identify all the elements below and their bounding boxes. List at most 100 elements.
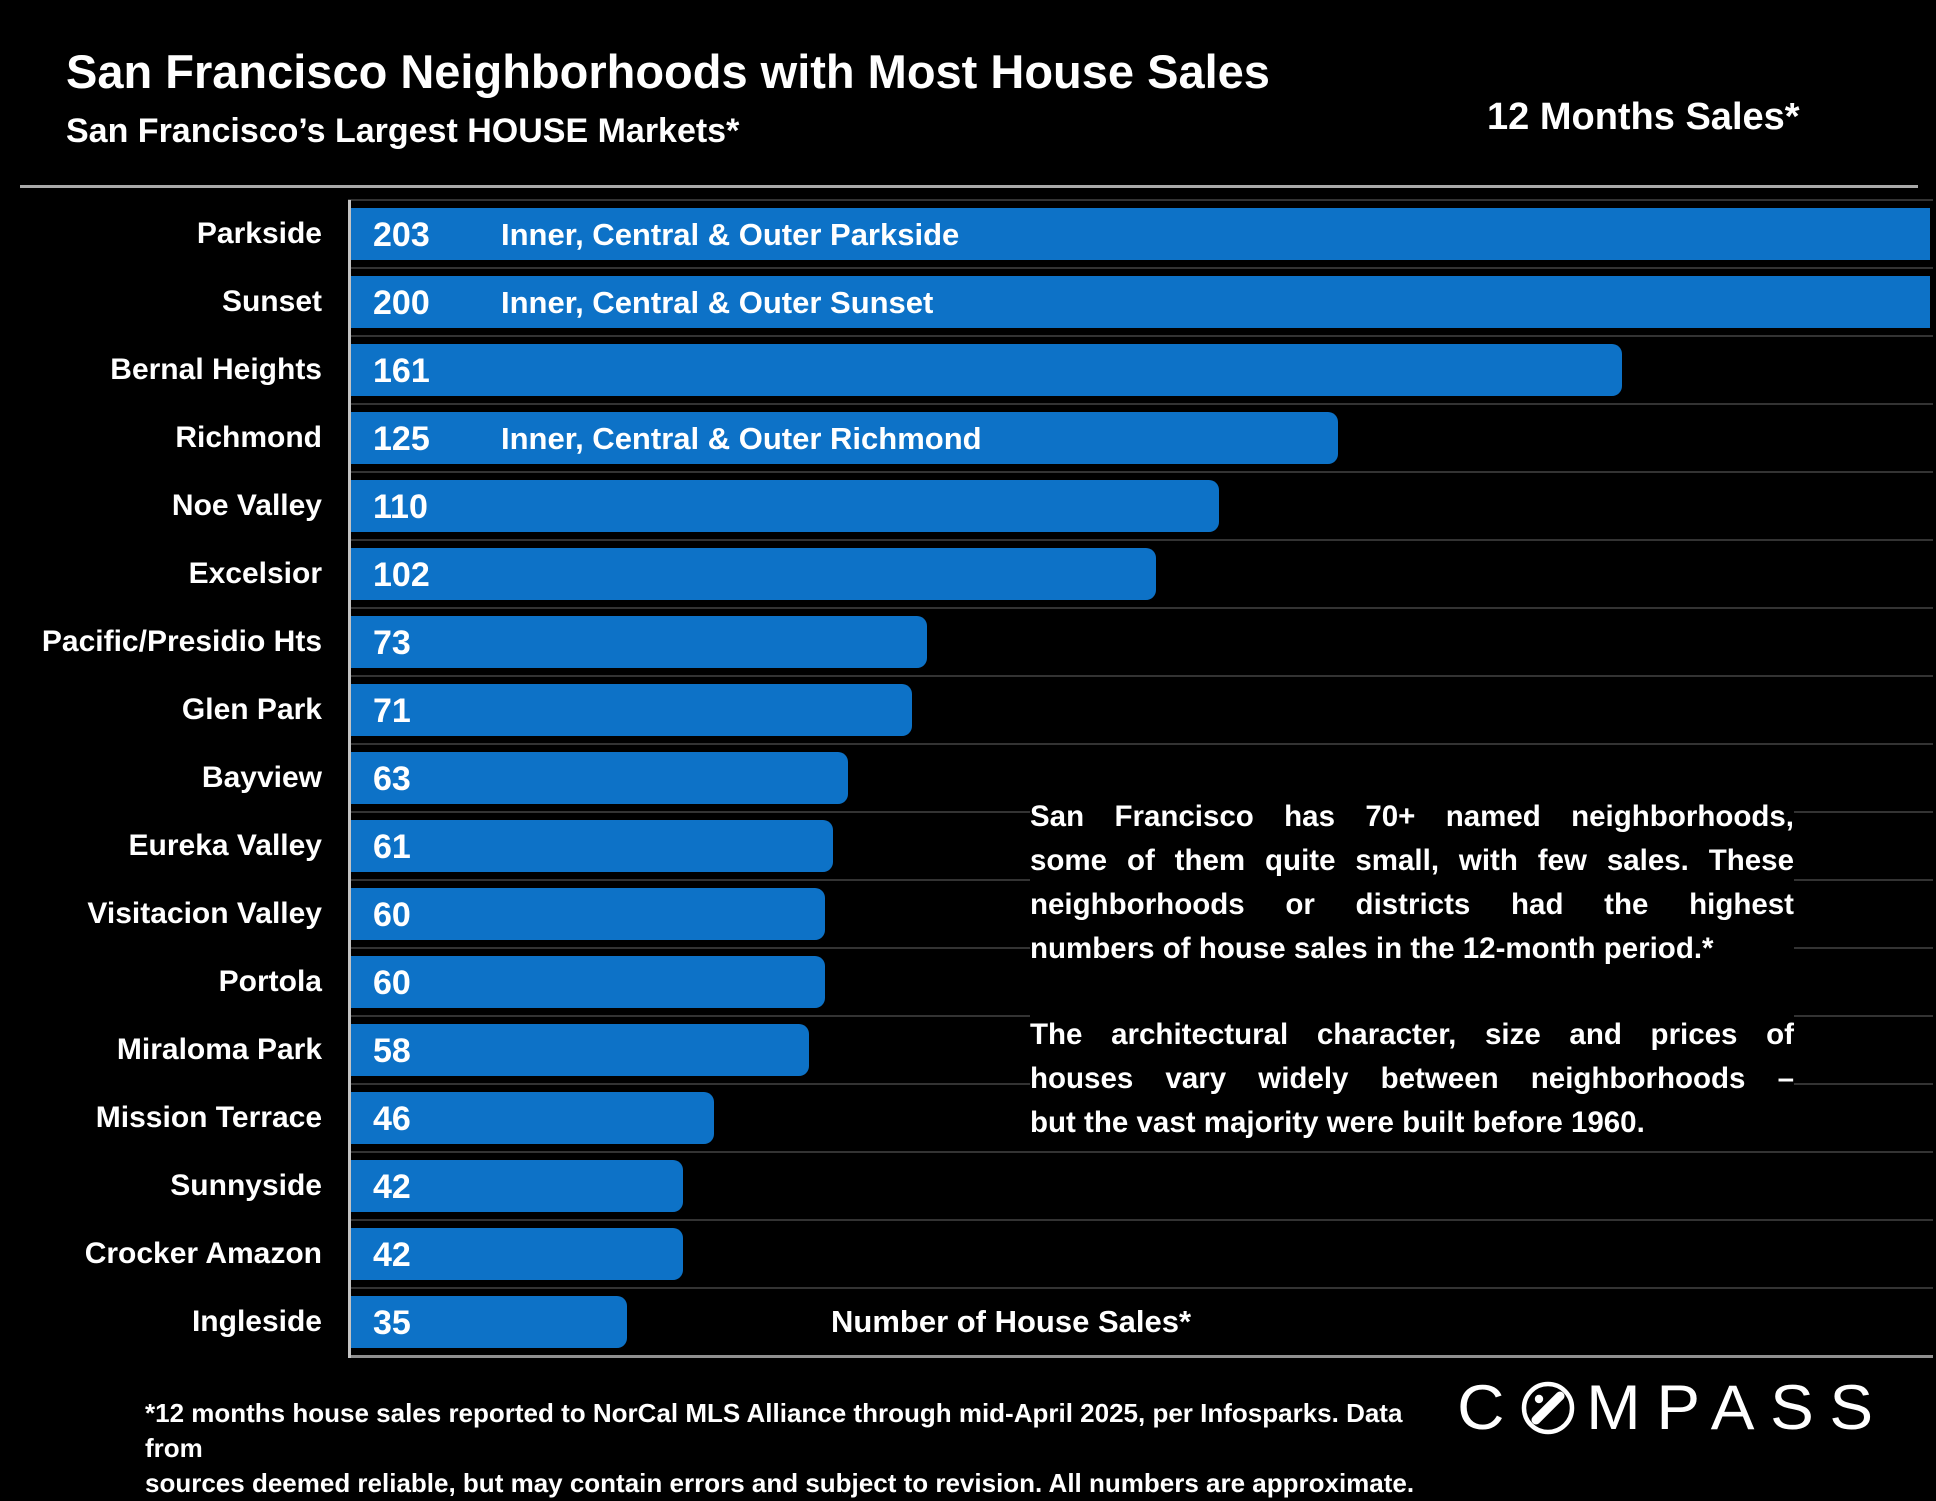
- bar-value-label: 73: [373, 624, 411, 662]
- gridline: [348, 743, 1933, 745]
- gridline: [348, 1287, 1933, 1289]
- bar-value-label: 203: [373, 216, 430, 254]
- category-label: Miraloma Park: [116, 1033, 322, 1066]
- category-label: Crocker Amazon: [84, 1237, 322, 1270]
- x-axis-label: Number of House Sales*: [831, 1304, 1192, 1339]
- bar-annotation: Inner, Central & Outer Richmond: [501, 421, 982, 456]
- bar-value-label: 60: [373, 896, 411, 934]
- plot-row: 125 Inner, Central & Outer Richmond: [351, 404, 1930, 472]
- category-label: Bernal Heights: [110, 353, 322, 386]
- chart-row: Bayview 63: [0, 744, 1936, 812]
- chart-row: Richmond 125 Inner, Central & Outer Richmo…: [0, 404, 1936, 472]
- sales-bar: [351, 820, 833, 872]
- chart-row: Ingleside 35: [0, 1288, 1936, 1356]
- plot-row: 200 Inner, Central & Outer Sunset: [351, 268, 1930, 336]
- bar-value-label: 110: [373, 488, 428, 526]
- plot-row: 161: [351, 336, 1930, 404]
- chart-row: Sunnyside 42: [0, 1152, 1936, 1220]
- bar-value-label: 63: [373, 760, 411, 798]
- gridline: [348, 539, 1933, 541]
- compass-logo: C MPASS: [1457, 1373, 1882, 1443]
- sales-bar: [351, 684, 912, 736]
- annotation-paragraph: San Francisco has 70+ named neighborhood…: [1030, 795, 1794, 971]
- footnote-line: *12 months house sales reported to NorCa…: [145, 1398, 1403, 1463]
- header-divider: [20, 185, 1918, 188]
- gridline: [348, 199, 1933, 201]
- footnote: *12 months house sales reported to NorCa…: [145, 1396, 1445, 1501]
- category-label: Sunnyside: [170, 1169, 322, 1202]
- footnote-line: sources deemed reliable, but may contain…: [145, 1468, 1415, 1498]
- annotation-line: neighborhoods or districts had the highe…: [1030, 888, 1794, 921]
- category-label: Glen Park: [181, 693, 322, 726]
- paragraph-gap: [1030, 971, 1794, 1013]
- plot-row: 42: [351, 1220, 1930, 1288]
- gridline: [348, 607, 1933, 609]
- category-label: Visitacion Valley: [87, 897, 322, 930]
- chart-row: Bernal Heights 161: [0, 336, 1936, 404]
- annotation-box: San Francisco has 70+ named neighborhood…: [1030, 793, 1794, 1147]
- sales-bar: [351, 1228, 683, 1280]
- category-label: Parkside: [196, 217, 322, 250]
- sales-bar: [351, 616, 928, 668]
- chart-row: Parkside 203 Inner, Central & Outer Parksi…: [0, 200, 1936, 268]
- bar-value-label: 161: [373, 352, 430, 390]
- chart-row: Eureka Valley 61: [0, 812, 1936, 880]
- bar-value-label: 125: [373, 420, 430, 458]
- sales-bar: [351, 276, 1930, 328]
- category-label: Mission Terrace: [95, 1101, 322, 1134]
- bar-value-label: 46: [373, 1100, 411, 1138]
- chart-row: Portola 60: [0, 948, 1936, 1016]
- logo-letter: C: [1457, 1373, 1505, 1443]
- gridline: [348, 675, 1933, 677]
- chart-row: Visitacion Valley 60: [0, 880, 1936, 948]
- chart-row: Glen Park 71: [0, 676, 1936, 744]
- gridline: [348, 471, 1933, 473]
- plot-row: 35: [351, 1288, 1930, 1356]
- plot-row: 71: [351, 676, 1930, 744]
- gridline: [348, 403, 1933, 405]
- sales-bar: [351, 412, 1338, 464]
- category-label: Sunset: [221, 285, 322, 318]
- annotation-line: houses vary widely between neighborhoods…: [1030, 1062, 1794, 1095]
- chart-row: Sunset 200 Inner, Central & Outer Sunset: [0, 268, 1936, 336]
- sales-bar: [351, 480, 1220, 532]
- category-label: Eureka Valley: [128, 829, 322, 862]
- sales-bar: [351, 956, 825, 1008]
- plot-row: 110: [351, 472, 1930, 540]
- annotation-line: but the vast majority were built before …: [1030, 1106, 1645, 1139]
- bar-annotation: Inner, Central & Outer Parkside: [501, 217, 960, 252]
- sales-bar: [351, 1296, 628, 1348]
- chart-row: Crocker Amazon 42: [0, 1220, 1936, 1288]
- bar-annotation: Inner, Central & Outer Sunset: [501, 285, 934, 320]
- sales-bar: [351, 888, 825, 940]
- chart-row: Mission Terrace 46: [0, 1084, 1936, 1152]
- plot-row: 42: [351, 1152, 1930, 1220]
- category-label: Richmond: [175, 421, 322, 454]
- plot-row: 60: [351, 948, 1930, 1016]
- chart-row: Miraloma Park 58: [0, 1016, 1936, 1084]
- gridline: [348, 335, 1933, 337]
- plot-row: 63: [351, 744, 1930, 812]
- chart-row: Pacific/Presidio Hts 73: [0, 608, 1936, 676]
- annotation-paragraph: The architectural character, size and pr…: [1030, 1013, 1794, 1145]
- category-label: Bayview: [201, 761, 322, 794]
- sales-bar: [351, 208, 1930, 260]
- annotation-line: San Francisco has 70+ named neighborhood…: [1030, 800, 1794, 833]
- gridline: [348, 267, 1933, 269]
- category-label: Ingleside: [191, 1305, 322, 1338]
- plot-row: 61: [351, 812, 1930, 880]
- plot-row: 203 Inner, Central & Outer Parkside: [351, 200, 1930, 268]
- bar-value-label: 42: [373, 1168, 411, 1206]
- annotation-line: The architectural character, size and pr…: [1030, 1018, 1794, 1051]
- category-label: Noe Valley: [171, 489, 322, 522]
- sales-bar: [351, 752, 849, 804]
- plot-row: 102: [351, 540, 1930, 608]
- sales-bar: [351, 344, 1623, 396]
- page-title: San Francisco Neighborhoods with Most Ho…: [66, 45, 1270, 98]
- annotation-line: some of them quite small, with few sales…: [1030, 844, 1794, 877]
- bar-value-label: 42: [373, 1236, 411, 1274]
- bar-value-label: 102: [373, 556, 430, 594]
- bar-value-label: 200: [373, 284, 430, 322]
- category-label: Excelsior: [188, 557, 322, 590]
- bar-value-label: 35: [373, 1304, 411, 1342]
